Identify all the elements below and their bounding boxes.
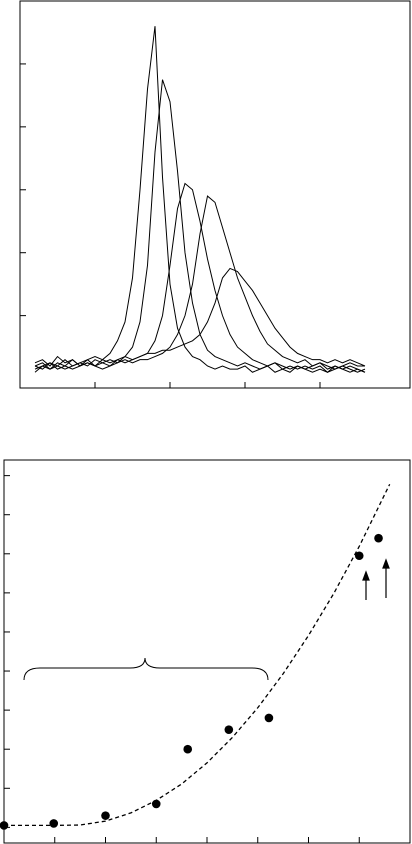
arrows bbox=[362, 558, 390, 600]
curve bbox=[34, 182, 366, 373]
arrow-head bbox=[382, 558, 390, 569]
curve bbox=[34, 26, 366, 373]
plot-frame bbox=[19, 0, 411, 389]
data-point bbox=[224, 725, 234, 734]
data-point bbox=[101, 811, 110, 820]
curve bbox=[34, 195, 365, 373]
data-point bbox=[183, 744, 193, 754]
curve bbox=[34, 267, 366, 370]
data-point bbox=[264, 713, 274, 723]
plot-frame bbox=[3, 459, 411, 844]
curve bbox=[34, 79, 366, 373]
data-point bbox=[374, 533, 383, 543]
data-point bbox=[354, 551, 364, 561]
arrow-head bbox=[362, 570, 370, 581]
fit-curve bbox=[4, 483, 391, 827]
data-point bbox=[49, 819, 59, 828]
brace bbox=[23, 657, 269, 681]
